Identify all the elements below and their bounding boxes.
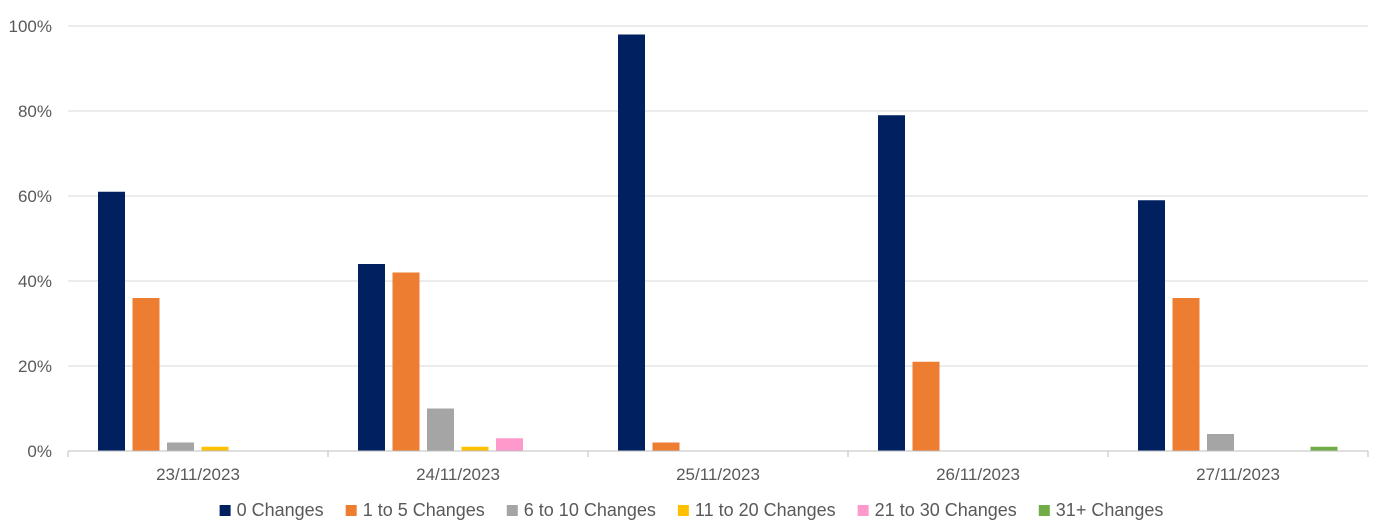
bar-11-to-20-changes-1 — [461, 446, 489, 451]
bar-0-changes-2 — [618, 34, 645, 451]
x-tick-label: 25/11/2023 — [676, 465, 760, 484]
legend-label: 31+ Changes — [1056, 500, 1164, 520]
legend: 0 Changes 1 to 5 Changes 6 to 10 Changes 11… — [219, 500, 1164, 520]
bar-0-changes-0 — [98, 191, 125, 451]
legend-swatch — [506, 505, 518, 516]
bars — [98, 34, 1338, 451]
legend-swatch — [219, 505, 231, 516]
bar-1-to-5-changes-1 — [392, 272, 420, 451]
x-tick-label: 24/11/2023 — [416, 465, 500, 484]
legend-item: 1 to 5 Changes — [345, 500, 485, 520]
y-tick-label: 100% — [9, 17, 52, 36]
bar-1-to-5-changes-0 — [132, 298, 160, 451]
y-tick-label: 40% — [18, 272, 52, 291]
bar-0-changes-4 — [1138, 200, 1165, 451]
bar-6-to-10-changes-1 — [427, 408, 454, 451]
y-axis-ticks: 0% 20% 40% 60% 80% 100% — [9, 17, 52, 461]
x-tick-label: 23/11/2023 — [156, 465, 240, 484]
legend-swatch — [345, 505, 357, 516]
legend-item: 31+ Changes — [1038, 500, 1164, 520]
legend-label: 0 Changes — [237, 500, 324, 520]
legend-item: 21 to 30 Changes — [857, 500, 1017, 520]
bar-0-changes-3 — [878, 115, 905, 451]
x-axis-ticks: 23/11/2023 24/11/2023 25/11/2023 26/11/2023… — [156, 465, 1280, 484]
x-axis — [67, 450, 1369, 457]
legend-swatch — [677, 505, 689, 516]
legend-swatch — [1038, 505, 1050, 516]
legend-label: 1 to 5 Changes — [363, 500, 485, 520]
bar-1-to-5-changes-4 — [1172, 298, 1200, 451]
y-tick-label: 60% — [18, 187, 52, 206]
y-tick-label: 20% — [18, 357, 52, 376]
bar-6-to-10-changes-0 — [167, 442, 194, 451]
legend-item: 0 Changes — [219, 500, 324, 520]
legend-item: 11 to 20 Changes — [677, 500, 836, 520]
legend-swatch — [857, 505, 869, 516]
legend-label: 21 to 30 Changes — [875, 500, 1017, 520]
bar-0-changes-1 — [358, 264, 385, 451]
bar-11-to-20-changes-0 — [201, 446, 229, 451]
legend-item: 6 to 10 Changes — [506, 500, 656, 520]
x-tick-label: 27/11/2023 — [1196, 465, 1280, 484]
y-tick-label: 0% — [27, 442, 52, 461]
bar-1-to-5-changes-3 — [912, 361, 940, 451]
y-tick-label: 80% — [18, 102, 52, 121]
bar-21-to-30-changes-1 — [496, 438, 523, 451]
legend-label: 6 to 10 Changes — [524, 500, 656, 520]
bar-1-to-5-changes-2 — [652, 442, 680, 451]
legend-label: 11 to 20 Changes — [695, 500, 836, 520]
bar-31-changes-4 — [1310, 446, 1338, 451]
x-tick-label: 26/11/2023 — [936, 465, 1020, 484]
bar-6-to-10-changes-4 — [1207, 434, 1234, 451]
